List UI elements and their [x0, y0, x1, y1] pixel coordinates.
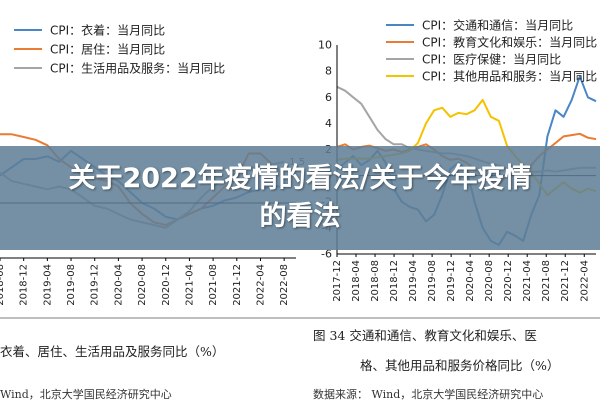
x-tick-label-1: 2018-12 — [389, 260, 400, 302]
left-chart-caption: 衣着、居住、生活用品及服务同比（%） — [0, 344, 225, 359]
x-tick-label-1: 2022-04 — [579, 260, 590, 302]
y-tick-label-1: -6 — [321, 248, 332, 261]
x-tick-label-0: 2019-04 — [42, 264, 53, 306]
x-tick-label-0: 2022-04 — [255, 264, 266, 306]
x-tick-label-0: 2020-04 — [113, 264, 124, 306]
x-tick-label-1: 2018-04 — [351, 260, 362, 302]
x-tick-label-1: 2021-04 — [522, 260, 533, 302]
y-tick-label-1: 4 — [325, 117, 332, 130]
x-tick-label-1: 2019-04 — [408, 260, 419, 302]
legend-label-0-2: CPI：生活用品及服务：当月同比 — [50, 61, 225, 76]
x-tick-label-0: 2019-12 — [90, 264, 101, 306]
right-chart-source: 数据来源： Wind，北京大学国民经济研究中心 — [313, 388, 544, 401]
legend-label-0-1: CPI：居住：当月同比 — [50, 43, 165, 57]
x-tick-label-1: 2018-08 — [370, 260, 381, 302]
y-tick-label-1: 8 — [325, 65, 332, 78]
x-tick-label-1: 2020-04 — [465, 260, 476, 302]
x-tick-label-0: 2020-12 — [161, 264, 172, 306]
left-chart-source: Wind，北京大学国民经济研究中心 — [0, 388, 172, 401]
x-tick-label-0: 2018-12 — [19, 264, 30, 306]
right-chart-caption-line2: 格、其他用品和服务价格同比（%） — [360, 358, 560, 373]
y-tick-label-1: 10 — [318, 39, 332, 52]
x-tick-label-1: 2021-12 — [560, 260, 571, 302]
chart-0: 2018-08 2018-12 2019-04 2019-08 2019-12 2020-… — [0, 23, 305, 306]
legend-label-1-1: CPI：教育文化和娱乐：当月同比 — [422, 35, 597, 50]
title-banner: 关于2022年疫情的看法/关于今年疫情的看法 — [0, 146, 600, 250]
x-tick-label-1: 2017-12 — [332, 260, 343, 302]
x-tick-label-1: 2020-12 — [503, 260, 514, 302]
y-tick-label-1: 6 — [325, 91, 332, 104]
x-tick-label-1: 2021-08 — [541, 260, 552, 302]
legend-label-1-3: CPI：其他用品和服务：当月同比 — [422, 69, 597, 84]
x-tick-label-0: 2021-08 — [208, 264, 219, 306]
x-tick-label-0: 2018-08 — [0, 264, 6, 306]
legend-label-0-0: CPI：衣着：当月同比 — [50, 23, 165, 38]
x-tick-label-1: 2020-08 — [484, 260, 495, 302]
x-tick-label-1: 2019-12 — [446, 260, 457, 302]
x-tick-label-1: 2019-08 — [427, 260, 438, 302]
x-tick-label-0: 2022-08 — [279, 264, 290, 306]
banner-title: 关于2022年疫情的看法/关于今年疫情的看法 — [68, 163, 532, 232]
x-tick-label-0: 2020-08 — [137, 264, 148, 306]
x-tick-label-0: 2021-12 — [232, 264, 243, 306]
legend-label-1-0: CPI：交通和通信：当月同比 — [422, 18, 573, 33]
x-tick-label-0: 2019-08 — [66, 264, 77, 306]
right-chart-caption-line1: 图 34 交通和通信、教育文化和娱乐、医 — [313, 328, 537, 343]
x-tick-label-0: 2021-04 — [184, 264, 195, 306]
legend-label-1-2: CPI：医疗保健：当月同比 — [422, 53, 561, 67]
